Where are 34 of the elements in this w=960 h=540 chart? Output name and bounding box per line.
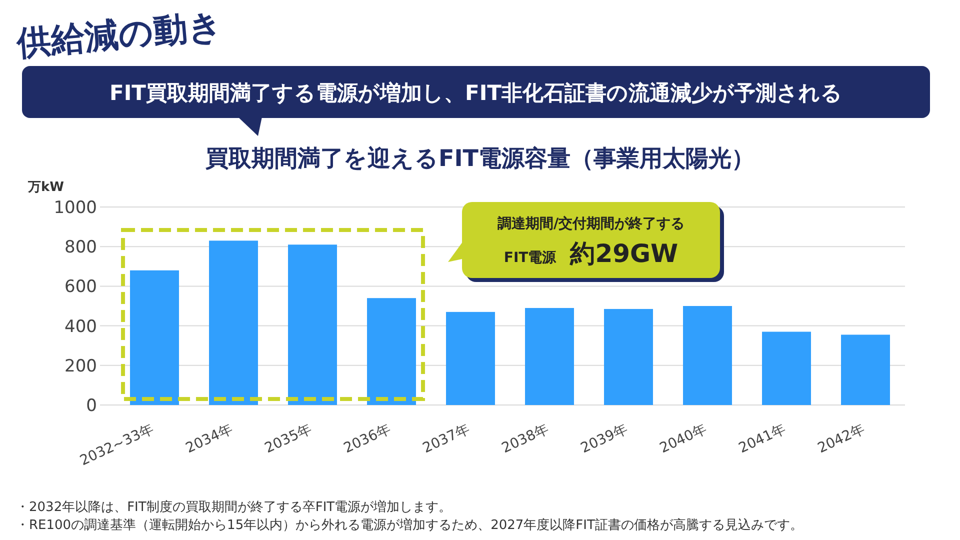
bar [683, 306, 732, 405]
bar [209, 240, 258, 405]
y-tick-label: 800 [64, 238, 97, 258]
y-tick-label: 0 [86, 396, 97, 416]
x-tick-label: 2037年 [420, 421, 472, 457]
x-tick-label: 2040年 [657, 421, 710, 457]
y-tick-label: 200 [64, 356, 97, 376]
text: ・2032年以降は、FIT制度の買取期間が終了する卒FIT電源が増加します。 [16, 499, 452, 515]
x-tick-label: 2034年 [183, 421, 236, 457]
bar [762, 332, 811, 405]
x-tick-label: 2042年 [815, 421, 868, 457]
chart-subtitle: FIT買取期間満了する電源が増加し、FIT非化石証書の流通減少が予測される [110, 81, 842, 105]
x-tick-label: 2035年 [262, 421, 314, 457]
bar [446, 312, 495, 405]
bar [525, 308, 574, 405]
annotation: FIT電源 [504, 250, 570, 266]
x-tick-label: 2041年 [736, 421, 788, 457]
x-tick-label: 2036年 [341, 421, 394, 457]
bar [604, 308, 653, 405]
text: ・RE100の調達基準（運転開始から15年以内）から外れる電源が増加するため、2027年度以降FIT証書の価格が高騰する見込みです。 [16, 517, 803, 533]
bar [367, 298, 416, 405]
y-axis-title: 万kW [27, 180, 64, 195]
x-tick-label: 2038年 [499, 421, 552, 457]
y-tick-label: 400 [64, 316, 97, 337]
x-tick-label: 2039年 [578, 421, 630, 457]
text: 供給減の動き [14, 6, 224, 64]
annotation: 約29GW [569, 239, 678, 268]
bar [288, 244, 337, 405]
bar [130, 270, 179, 405]
annotation: 調達期間/交付期間が終了する [497, 215, 685, 232]
y-tick-label: 600 [64, 277, 97, 298]
bar [841, 334, 890, 405]
y-tick-label: 1000 [54, 198, 97, 218]
chart-title: 買取期間満了を迎えるFIT電源容量（事業用太陽光） [204, 145, 754, 172]
